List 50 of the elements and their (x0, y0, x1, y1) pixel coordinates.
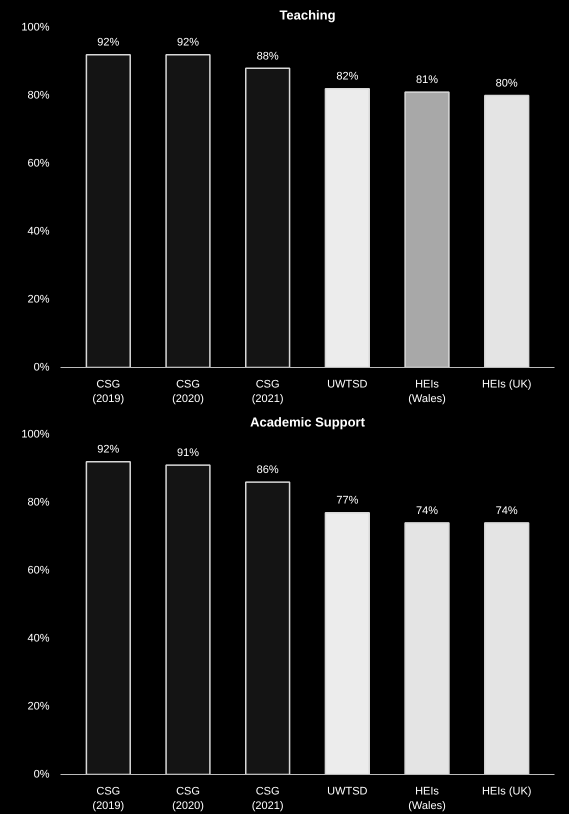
bar (404, 522, 450, 774)
bar (86, 54, 131, 368)
x-tick-label: HEIs (Wales) (408, 786, 446, 812)
data-label: 81% (416, 74, 438, 86)
y-tick-label: 40% (27, 632, 50, 644)
data-label: 92% (97, 36, 120, 49)
bar (324, 512, 370, 774)
y-tick-label: 40% (27, 226, 50, 238)
y-tick-label: 60% (27, 158, 50, 170)
y-tick-label: 100% (21, 428, 50, 440)
data-label: 74% (416, 504, 438, 517)
y-tick-label: 100% (21, 22, 50, 34)
bar (245, 68, 290, 368)
x-tick-label: HEIs (UK) (482, 786, 532, 798)
bar (484, 94, 530, 368)
y-tick-label: 0% (34, 768, 50, 780)
y-tick-label: 20% (27, 700, 50, 712)
data-label: 82% (336, 70, 359, 83)
bar (484, 522, 530, 774)
data-label: 74% (496, 504, 518, 517)
data-label: 91% (176, 447, 200, 460)
x-tick-label: CSG (2020) (172, 786, 204, 812)
data-label: 92% (176, 36, 200, 49)
y-tick-label: 80% (27, 496, 50, 508)
x-tick-label: CSG (2019) (92, 786, 124, 812)
y-tick-label: 80% (27, 90, 50, 102)
bar (165, 54, 211, 368)
x-tick-label: UWTSD (327, 378, 368, 390)
x-tick-label: HEIs (UK) (482, 378, 532, 390)
bar (404, 91, 450, 368)
bar (165, 464, 211, 774)
x-tick-label: CSG (2020) (172, 378, 204, 405)
y-tick-label: 60% (27, 564, 50, 576)
data-label: 86% (256, 464, 279, 476)
data-label: 88% (256, 50, 279, 62)
x-tick-label: HEIs (Wales) (408, 378, 446, 405)
chart-title: Teaching (279, 8, 336, 22)
bar (245, 481, 290, 774)
x-tick-label: CSG (2021) (252, 378, 284, 405)
bar (86, 460, 131, 774)
y-tick-label: 20% (27, 294, 50, 306)
data-label: 77% (336, 494, 359, 507)
bar (324, 88, 370, 368)
x-tick-label: CSG (2021) (252, 786, 284, 812)
data-label: 92% (97, 444, 120, 456)
y-tick-label: 0% (34, 362, 50, 374)
x-tick-label: UWTSD (327, 786, 368, 798)
data-label: 80% (496, 78, 518, 90)
x-tick-label: CSG (2019) (92, 378, 124, 405)
chart-title: Academic Support (250, 414, 366, 430)
